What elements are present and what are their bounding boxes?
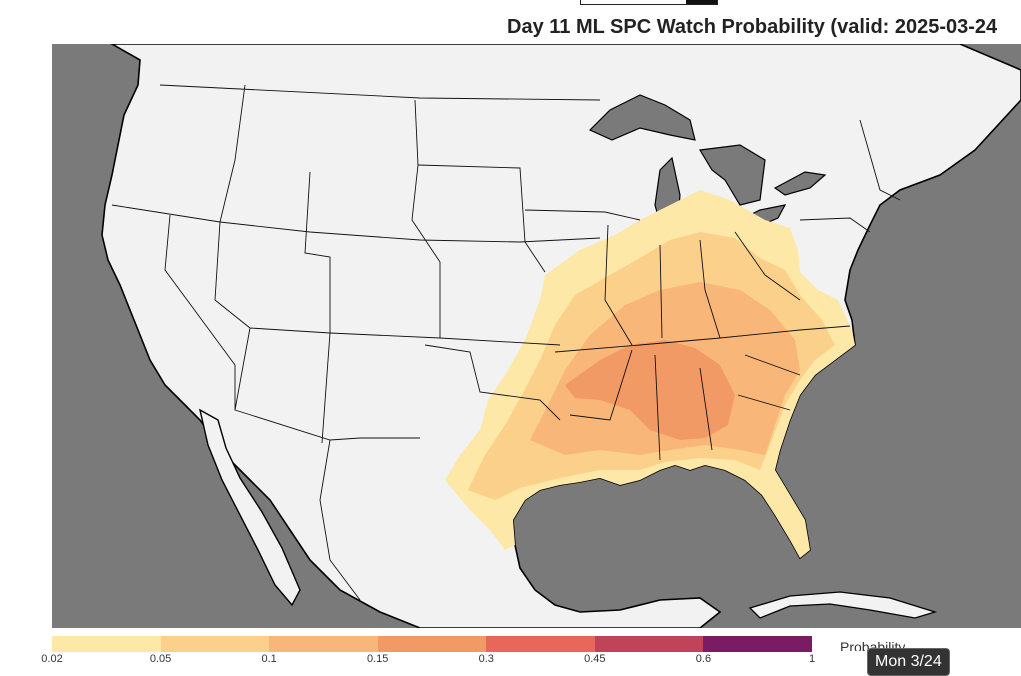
top-tab-handle[interactable] bbox=[686, 0, 717, 4]
probability-map[interactable] bbox=[52, 44, 1021, 628]
colorbar-tick-label: 0.02 bbox=[41, 653, 63, 665]
colorbar-tick-label: 0.1 bbox=[261, 653, 277, 665]
colorbar-segment bbox=[52, 636, 161, 652]
baja-california bbox=[198, 408, 301, 607]
colorbar-tick-label: 1 bbox=[808, 653, 816, 665]
colorbar-tick-label: 0.3 bbox=[478, 653, 494, 665]
map-title: Day 11 ML SPC Watch Probability (valid: … bbox=[507, 16, 998, 38]
prob-area-max bbox=[565, 340, 735, 440]
cuba bbox=[748, 591, 938, 619]
colorbar-segment bbox=[594, 636, 704, 652]
colorbar-segment bbox=[160, 636, 270, 652]
colorbar-segment bbox=[377, 636, 487, 652]
colorbar-tick-label: 0.45 bbox=[584, 653, 606, 665]
colorbar-tick-label: 0.05 bbox=[149, 653, 172, 665]
colorbar-segment bbox=[269, 636, 378, 652]
colorbar-tick-label: 0.6 bbox=[695, 653, 712, 665]
state-borders bbox=[111, 84, 901, 601]
colorbar-tick-label: 0.15 bbox=[366, 653, 389, 665]
colorbar-segment bbox=[703, 636, 813, 652]
colorbar-segment bbox=[486, 636, 595, 652]
top-tab[interactable] bbox=[580, 0, 718, 5]
date-badge[interactable]: Mon 3/24 bbox=[867, 648, 950, 676]
colorbar bbox=[52, 636, 813, 652]
